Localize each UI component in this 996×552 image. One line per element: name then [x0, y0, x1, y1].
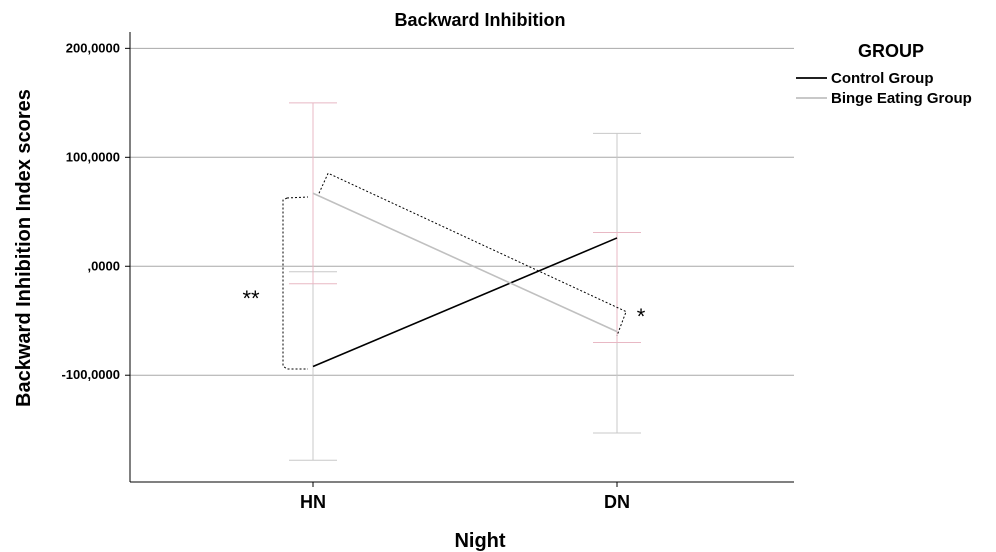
axes: [125, 32, 794, 487]
highlight-box-hn: [282, 196, 309, 370]
legend-label: Control Group: [831, 70, 933, 87]
series-line-binge-eating: [312, 192, 618, 333]
highlight-boxes: [282, 172, 627, 370]
significance-marker: **: [242, 286, 260, 311]
x-axis-title: Night: [454, 530, 505, 552]
y-tick-label: 100,0000: [66, 149, 120, 164]
y-tick-label: -100,0000: [61, 367, 120, 382]
series-line-control: [312, 237, 618, 368]
annotations: ***: [242, 286, 645, 329]
x-tick-label: DN: [604, 492, 630, 512]
x-tick-label: HN: [300, 492, 326, 512]
series-lines: [312, 192, 618, 368]
legend-label: Binge Eating Group: [831, 90, 972, 107]
legend-title: GROUP: [858, 41, 924, 61]
y-axis-title: Backward Inhibition Index scores: [13, 89, 35, 407]
axis-labels: 200,0000 100,0000 ,0000 -100,0000 HN DN: [61, 40, 630, 512]
y-tick-label: ,0000: [87, 258, 120, 273]
y-tick-label: 200,0000: [66, 40, 120, 55]
highlight-box-trend: [318, 172, 627, 336]
chart-title: Backward Inhibition: [394, 10, 565, 30]
significance-marker: *: [637, 304, 646, 329]
gridlines: [130, 47, 794, 376]
error-bars: [289, 102, 641, 461]
legend: GROUP Control Group Binge Eating Group: [796, 41, 972, 107]
